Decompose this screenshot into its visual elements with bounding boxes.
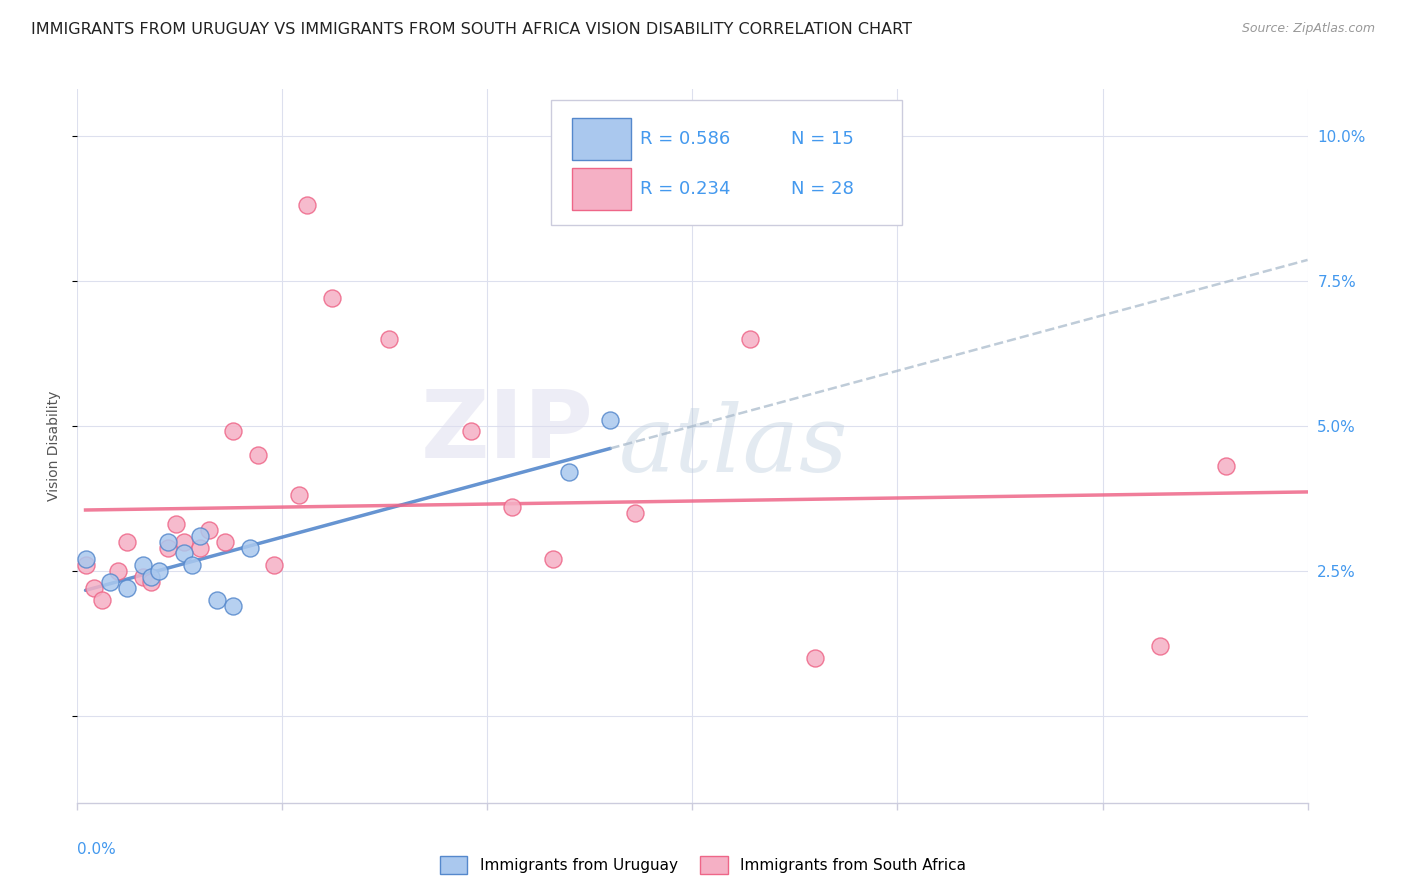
Text: ZIP: ZIP xyxy=(422,385,595,478)
Point xyxy=(222,425,245,439)
Point xyxy=(1149,639,1171,653)
Point xyxy=(75,558,97,572)
Point xyxy=(541,552,564,566)
Point xyxy=(188,529,212,543)
Point xyxy=(738,332,761,346)
Point xyxy=(599,413,621,427)
Text: R = 0.586: R = 0.586 xyxy=(640,130,730,148)
Point xyxy=(214,534,236,549)
FancyBboxPatch shape xyxy=(572,169,631,210)
Point xyxy=(624,506,647,520)
Point xyxy=(156,541,179,555)
Point xyxy=(98,575,121,590)
Point xyxy=(558,465,581,479)
Point xyxy=(75,552,97,566)
Point xyxy=(295,198,318,212)
FancyBboxPatch shape xyxy=(551,100,901,225)
Y-axis label: Vision Disability: Vision Disability xyxy=(48,391,62,501)
Point xyxy=(90,592,114,607)
Point xyxy=(188,541,212,555)
Text: N = 15: N = 15 xyxy=(792,130,853,148)
Point xyxy=(222,599,245,613)
Text: R = 0.234: R = 0.234 xyxy=(640,180,730,198)
Point xyxy=(246,448,269,462)
Point xyxy=(156,534,179,549)
Point xyxy=(132,569,155,583)
Point xyxy=(141,575,163,590)
Point xyxy=(141,569,163,583)
Point xyxy=(460,425,482,439)
Text: N = 28: N = 28 xyxy=(792,180,853,198)
Point xyxy=(115,581,138,595)
Point xyxy=(83,581,105,595)
Point xyxy=(263,558,285,572)
Point xyxy=(239,541,262,555)
Text: atlas: atlas xyxy=(619,401,848,491)
Point xyxy=(148,564,170,578)
Point xyxy=(181,558,204,572)
Point xyxy=(165,517,187,532)
Point xyxy=(804,650,827,665)
Point xyxy=(107,564,129,578)
Point xyxy=(205,592,228,607)
Point xyxy=(173,534,195,549)
Point xyxy=(132,558,155,572)
Point xyxy=(1215,459,1237,474)
Text: IMMIGRANTS FROM URUGUAY VS IMMIGRANTS FROM SOUTH AFRICA VISION DISABILITY CORREL: IMMIGRANTS FROM URUGUAY VS IMMIGRANTS FR… xyxy=(31,22,912,37)
Point xyxy=(378,332,401,346)
Text: Source: ZipAtlas.com: Source: ZipAtlas.com xyxy=(1241,22,1375,36)
Point xyxy=(115,534,138,549)
Text: 0.0%: 0.0% xyxy=(77,842,117,856)
FancyBboxPatch shape xyxy=(572,119,631,160)
Legend: Immigrants from Uruguay, Immigrants from South Africa: Immigrants from Uruguay, Immigrants from… xyxy=(433,850,973,880)
Point xyxy=(173,546,195,560)
Point xyxy=(321,291,343,305)
Point xyxy=(501,500,523,514)
Point xyxy=(288,488,311,502)
Point xyxy=(197,523,219,537)
